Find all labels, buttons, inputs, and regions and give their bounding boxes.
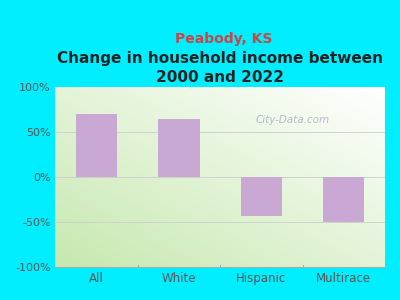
Bar <box>158 119 200 177</box>
Bar <box>241 177 282 216</box>
Bar <box>323 177 364 222</box>
Title: Change in household income between
2000 and 2022: Change in household income between 2000 … <box>57 51 383 85</box>
Text: Peabody, KS: Peabody, KS <box>175 32 273 46</box>
Bar <box>76 114 117 177</box>
Text: City-Data.com: City-Data.com <box>256 115 330 124</box>
